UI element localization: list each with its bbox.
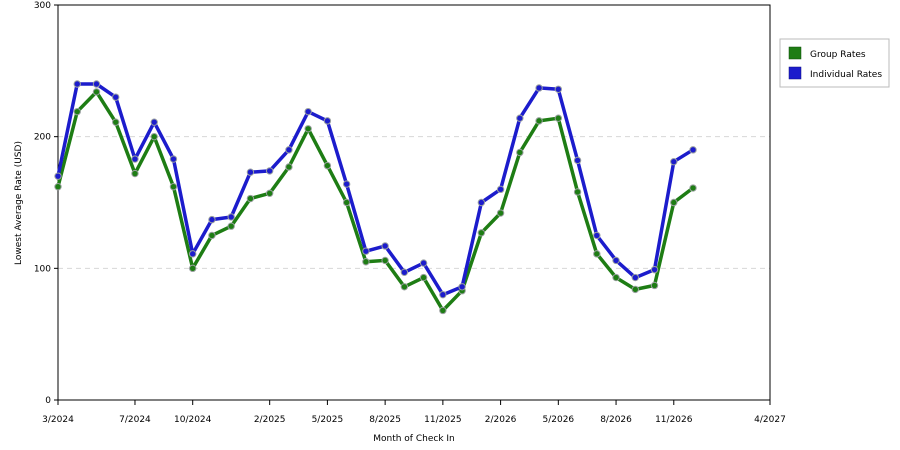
point-individual-rates-20 xyxy=(439,290,447,299)
x-tick-label-37: 4/2027 xyxy=(754,415,786,425)
point-individual-rates-7 xyxy=(189,250,197,258)
y-tick-label-200: 200 xyxy=(34,133,51,143)
point-group-rates-29 xyxy=(612,273,620,282)
point-individual-rates-4 xyxy=(131,155,139,163)
point-group-rates-23 xyxy=(496,209,505,217)
point-group-rates-9 xyxy=(227,222,235,230)
point-group-rates-25 xyxy=(535,117,543,125)
point-individual-rates-19 xyxy=(419,259,428,267)
series-line-individual-rates xyxy=(56,82,694,297)
point-individual-rates-17 xyxy=(381,242,389,250)
point-group-rates-24 xyxy=(516,148,524,157)
x-tick-label-7: 10/2024 xyxy=(174,415,212,425)
point-individual-rates-5 xyxy=(150,118,158,126)
point-individual-rates-0 xyxy=(54,172,62,180)
point-individual-rates-30 xyxy=(631,273,639,282)
point-group-rates-18 xyxy=(400,283,409,291)
point-group-rates-22 xyxy=(477,229,486,237)
point-individual-rates-22 xyxy=(477,198,486,207)
x-tick-label-26: 5/2026 xyxy=(542,415,574,425)
x-tick-label-4: 7/2024 xyxy=(119,415,151,425)
point-group-rates-11 xyxy=(265,189,274,197)
point-individual-rates-25 xyxy=(535,84,543,92)
point-group-rates-3 xyxy=(112,118,120,126)
x-tick-label-32: 11/2026 xyxy=(655,415,693,425)
point-group-rates-17 xyxy=(381,256,389,265)
point-group-rates-5 xyxy=(150,132,158,141)
x-tick-label-20: 11/2025 xyxy=(424,415,461,425)
legend-swatch-group-rates xyxy=(788,46,802,60)
point-group-rates-33 xyxy=(689,184,697,192)
y-axis-title: Lowest Average Rate (USD) xyxy=(14,141,24,265)
point-group-rates-8 xyxy=(208,231,216,240)
point-individual-rates-18 xyxy=(400,268,409,276)
x-tick-label-23: 2/2026 xyxy=(485,415,517,425)
x-tick-label-17: 8/2025 xyxy=(369,415,401,425)
point-individual-rates-6 xyxy=(169,155,178,163)
x-tick-label-11: 2/2025 xyxy=(254,415,286,425)
point-group-rates-16 xyxy=(362,258,370,266)
y-tick-label-100: 100 xyxy=(34,264,51,274)
point-group-rates-0 xyxy=(54,183,62,191)
series xyxy=(54,80,697,315)
point-individual-rates-23 xyxy=(496,185,505,194)
y-tick-label-0: 0 xyxy=(45,396,51,406)
point-individual-rates-27 xyxy=(573,156,582,165)
x-tick-label-29: 8/2026 xyxy=(600,415,632,425)
point-individual-rates-13 xyxy=(304,107,312,116)
point-individual-rates-1 xyxy=(73,80,81,88)
point-individual-rates-14 xyxy=(323,117,332,125)
x-axis-title: Month of Check In xyxy=(373,434,455,444)
point-individual-rates-33 xyxy=(689,146,697,154)
point-group-rates-32 xyxy=(670,198,678,207)
x-tick-label-0: 3/2024 xyxy=(42,415,74,425)
point-group-rates-15 xyxy=(342,198,351,207)
point-individual-rates-10 xyxy=(246,168,255,176)
point-individual-rates-9 xyxy=(227,213,235,221)
point-group-rates-28 xyxy=(593,250,601,258)
axes: 0 100 200 300 3/2024 7/2024 10/2024 2/2025 5/202… xyxy=(34,1,786,425)
point-group-rates-1 xyxy=(73,107,81,116)
plot-frame xyxy=(57,4,771,401)
point-group-rates-27 xyxy=(573,188,582,196)
point-individual-rates-8 xyxy=(208,215,216,224)
point-group-rates-30 xyxy=(631,285,639,294)
point-individual-rates-2 xyxy=(92,80,101,88)
point-individual-rates-26 xyxy=(554,85,563,93)
point-individual-rates-16 xyxy=(362,247,370,255)
point-individual-rates-11 xyxy=(265,167,274,175)
point-group-rates-7 xyxy=(189,264,197,273)
point-individual-rates-31 xyxy=(650,265,659,274)
legend-swatch-individual-rates xyxy=(788,66,802,80)
point-group-rates-4 xyxy=(131,169,139,178)
point-group-rates-14 xyxy=(323,161,332,170)
point-individual-rates-3 xyxy=(112,93,120,101)
point-individual-rates-15 xyxy=(342,180,351,188)
point-group-rates-10 xyxy=(246,194,255,203)
point-individual-rates-28 xyxy=(593,231,601,240)
point-individual-rates-12 xyxy=(285,146,293,154)
point-group-rates-2 xyxy=(92,88,101,96)
point-group-rates-19 xyxy=(419,273,428,282)
point-group-rates-13 xyxy=(304,125,312,133)
point-group-rates-6 xyxy=(169,183,178,191)
x-tick-label-14: 5/2025 xyxy=(312,415,344,425)
point-individual-rates-21 xyxy=(458,283,466,291)
point-group-rates-20 xyxy=(439,306,447,315)
point-individual-rates-24 xyxy=(516,114,524,122)
legend: Group Rates Individual Rates xyxy=(779,38,890,88)
series-line-group-rates xyxy=(56,90,695,313)
point-individual-rates-32 xyxy=(670,157,678,166)
point-group-rates-31 xyxy=(650,281,659,290)
point-individual-rates-29 xyxy=(612,256,620,265)
legend-label-group-rates: Group Rates xyxy=(810,50,866,60)
point-group-rates-26 xyxy=(554,114,563,122)
legend-label-individual-rates: Individual Rates xyxy=(810,70,882,80)
y-tick-label-300: 300 xyxy=(34,1,51,11)
point-group-rates-12 xyxy=(285,163,293,171)
